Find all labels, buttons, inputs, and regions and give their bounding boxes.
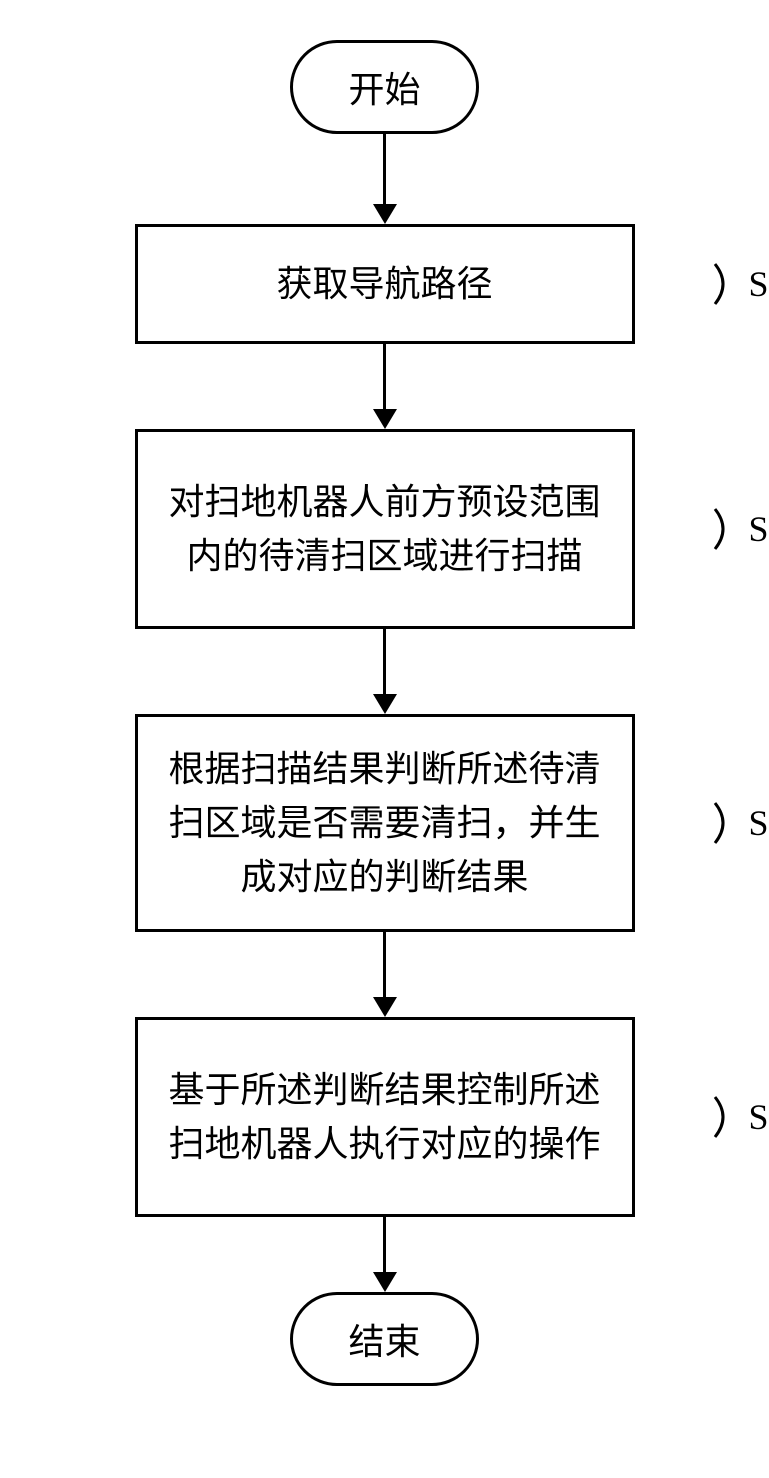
end-terminal: 结束 <box>290 1292 478 1386</box>
step-label-s20-wrapper: S20 <box>713 504 769 554</box>
step-label-s30-wrapper: S30 <box>713 798 769 848</box>
start-terminal: 开始 <box>290 40 478 134</box>
arrow-line <box>383 134 386 204</box>
process-s40-label: 基于所述判断结果控制所述扫地机器人执行对应的操作 <box>158 1063 612 1171</box>
step-label-s20: S20 <box>748 508 769 550</box>
arrow-head <box>373 997 397 1017</box>
arrow <box>373 344 397 429</box>
arrow-head <box>373 204 397 224</box>
arrow-line <box>383 344 386 409</box>
arrow <box>373 1217 397 1292</box>
curve-connector <box>713 504 743 554</box>
step-label-s40: S40 <box>748 1096 769 1138</box>
arrow <box>373 629 397 714</box>
start-label: 开始 <box>348 61 420 113</box>
arrow-line <box>383 1217 386 1272</box>
curve-connector <box>713 259 743 309</box>
arrow-line <box>383 932 386 997</box>
process-row-s20: 对扫地机器人前方预设范围内的待清扫区域进行扫描 S20 <box>35 429 735 629</box>
arrow-head <box>373 409 397 429</box>
arrow <box>373 134 397 224</box>
step-label-s10: S10 <box>748 263 769 305</box>
process-row-s10: 获取导航路径 S10 <box>35 224 735 344</box>
process-s10-label: 获取导航路径 <box>276 257 492 311</box>
flowchart-container: 开始 获取导航路径 S10 对扫地机器人前方预设范围内的待清扫区域进行扫描 S2 <box>35 40 735 1386</box>
arrow-line <box>383 629 386 694</box>
step-label-s40-wrapper: S40 <box>713 1092 769 1142</box>
step-label-s30: S30 <box>748 802 769 844</box>
end-label: 结束 <box>348 1313 420 1365</box>
process-s10: 获取导航路径 <box>135 224 635 344</box>
process-s20: 对扫地机器人前方预设范围内的待清扫区域进行扫描 <box>135 429 635 629</box>
process-s30-label: 根据扫描结果判断所述待清扫区域是否需要清扫，并生成对应的判断结果 <box>158 742 612 904</box>
process-s30: 根据扫描结果判断所述待清扫区域是否需要清扫，并生成对应的判断结果 <box>135 714 635 932</box>
step-label-s10-wrapper: S10 <box>713 259 769 309</box>
curve-connector <box>713 1092 743 1142</box>
arrow <box>373 932 397 1017</box>
curve-connector <box>713 798 743 848</box>
arrow-head <box>373 694 397 714</box>
process-s20-label: 对扫地机器人前方预设范围内的待清扫区域进行扫描 <box>158 475 612 583</box>
process-row-s40: 基于所述判断结果控制所述扫地机器人执行对应的操作 S40 <box>35 1017 735 1217</box>
arrow-head <box>373 1272 397 1292</box>
process-s40: 基于所述判断结果控制所述扫地机器人执行对应的操作 <box>135 1017 635 1217</box>
process-row-s30: 根据扫描结果判断所述待清扫区域是否需要清扫，并生成对应的判断结果 S30 <box>35 714 735 932</box>
